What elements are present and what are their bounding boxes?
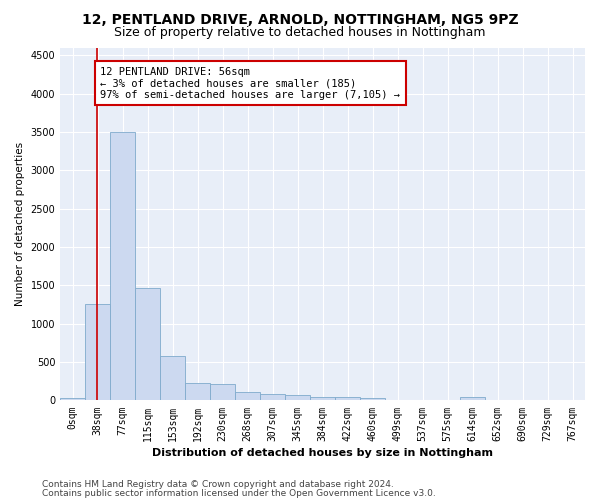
Bar xyxy=(460,396,485,400)
Text: Contains HM Land Registry data © Crown copyright and database right 2024.: Contains HM Land Registry data © Crown c… xyxy=(42,480,394,489)
Bar xyxy=(260,394,285,400)
Text: 12 PENTLAND DRIVE: 56sqm
← 3% of detached houses are smaller (185)
97% of semi-d: 12 PENTLAND DRIVE: 56sqm ← 3% of detache… xyxy=(100,66,400,100)
Bar xyxy=(85,304,110,400)
Bar xyxy=(110,132,135,400)
Text: Contains public sector information licensed under the Open Government Licence v3: Contains public sector information licen… xyxy=(42,488,436,498)
Bar xyxy=(310,396,335,400)
Bar xyxy=(60,398,85,400)
Bar xyxy=(210,384,235,400)
Bar xyxy=(185,383,210,400)
Y-axis label: Number of detached properties: Number of detached properties xyxy=(15,142,25,306)
Bar xyxy=(335,396,360,400)
Text: Size of property relative to detached houses in Nottingham: Size of property relative to detached ho… xyxy=(114,26,486,39)
Bar xyxy=(160,356,185,401)
Text: 12, PENTLAND DRIVE, ARNOLD, NOTTINGHAM, NG5 9PZ: 12, PENTLAND DRIVE, ARNOLD, NOTTINGHAM, … xyxy=(82,12,518,26)
Bar xyxy=(285,396,310,400)
X-axis label: Distribution of detached houses by size in Nottingham: Distribution of detached houses by size … xyxy=(152,448,493,458)
Bar xyxy=(360,398,385,400)
Bar xyxy=(135,288,160,401)
Bar xyxy=(235,392,260,400)
